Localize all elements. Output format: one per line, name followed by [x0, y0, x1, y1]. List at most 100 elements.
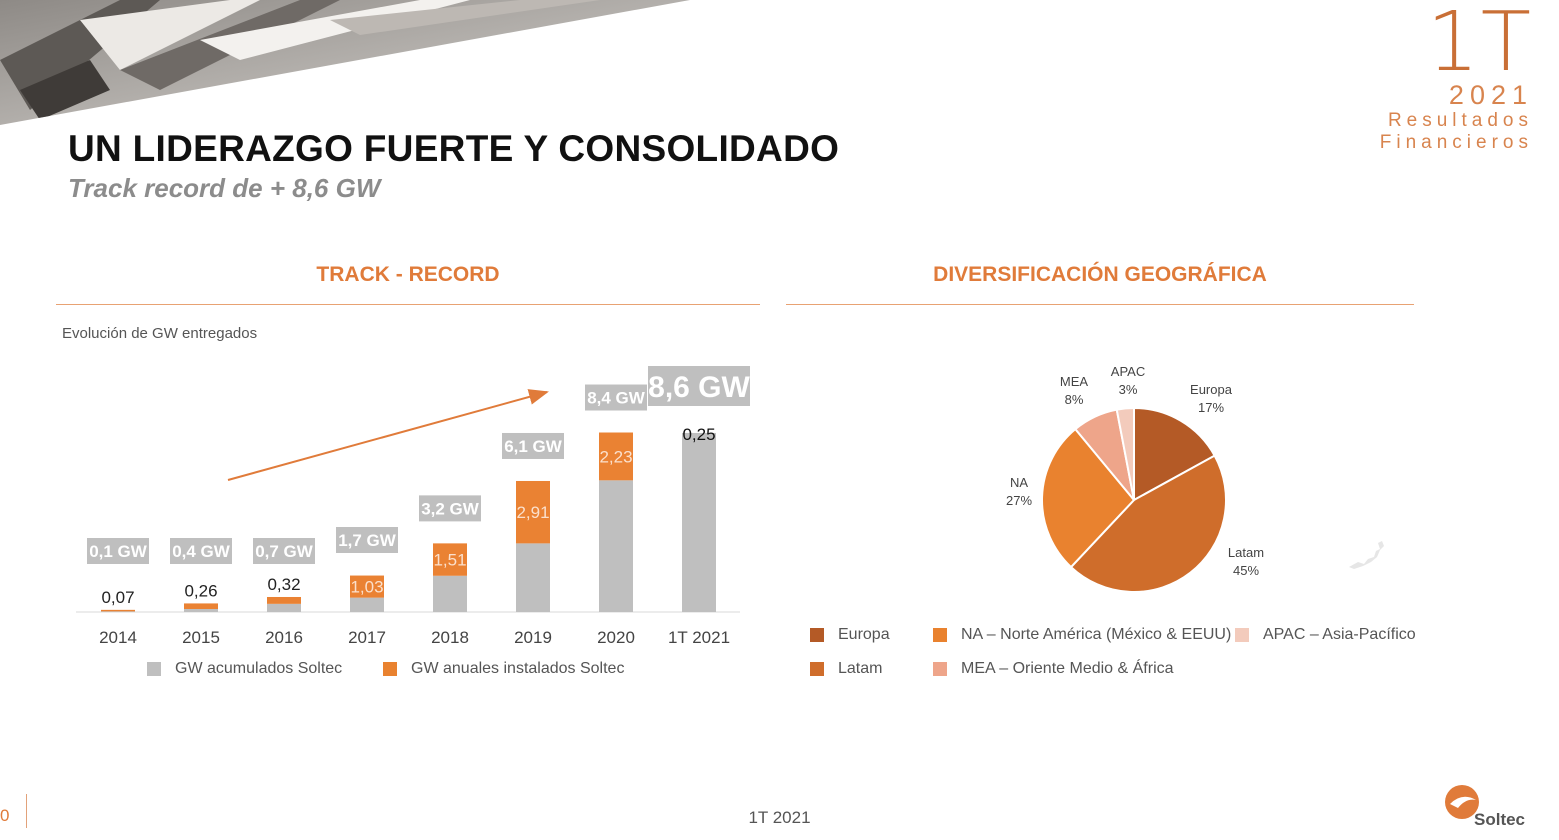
bar-acumulado — [433, 575, 467, 612]
legend-item-europa: Europa — [810, 626, 890, 644]
total-label: 8,6 GW — [648, 371, 750, 404]
bar-anual — [101, 609, 135, 612]
legend-swatch-europa — [810, 627, 824, 642]
page-title: UN LIDERAZGO FUERTE Y CONSOLIDADO — [68, 128, 840, 169]
brand-year: 2021 — [1448, 80, 1533, 110]
total-label: 6,1 GW — [504, 437, 563, 456]
total-label-box — [170, 538, 232, 564]
legend-swatch-mea — [933, 661, 947, 676]
total-label: 1,7 GW — [338, 531, 397, 550]
x-tick-label: 2020 — [597, 628, 635, 647]
pie-label: Europa — [1190, 382, 1233, 397]
total-label-box — [502, 432, 564, 459]
total-label-box — [419, 495, 481, 522]
track-record-chart: 0,07 2014 0,1 GW 0,26 2015 0,4 GW 0,32 2016 0,7 … — [76, 366, 751, 647]
footer-text: 1T 2021 — [748, 808, 811, 827]
bar-value-label: 0,26 — [184, 581, 217, 600]
total-label-box — [336, 527, 398, 553]
legend-item-mea: MEA – Oriente Medio & África — [933, 660, 1174, 678]
pie-label: APAC — [1111, 364, 1145, 379]
pie-label: NA — [1010, 475, 1028, 490]
bar-anual — [433, 543, 467, 576]
legend-swatch-latam — [810, 661, 824, 676]
x-tick-label: 2019 — [514, 628, 552, 647]
legend-swatch-apac — [1235, 627, 1249, 642]
bar-anual — [599, 432, 633, 481]
brand-block: 1T 2021 Resultados Financieros — [1380, 2, 1533, 154]
legend-label-latam: Latam — [838, 660, 883, 677]
bar-acumulado — [350, 597, 384, 612]
logo-text: Soltec — [1474, 810, 1526, 829]
map-fragment-icon — [1349, 541, 1384, 569]
bar-acumulado — [184, 608, 218, 612]
bar-value-label: 0,07 — [101, 588, 134, 607]
legend-swatch-gray — [147, 661, 161, 676]
pie-slice-apac — [1115, 406, 1135, 501]
pie-slice-latam — [1069, 454, 1227, 593]
corner-photo — [0, 0, 690, 125]
pie-label: MEA — [1060, 374, 1089, 389]
bar-acumulado — [267, 603, 301, 612]
legend-swatch-orange — [383, 661, 397, 676]
legend-item-na: NA – Norte América (México & EEUU) — [933, 626, 1231, 644]
total-label: 8,4 GW — [587, 389, 646, 408]
x-tick-label: 2014 — [99, 628, 137, 647]
total-label: 3,2 GW — [421, 499, 480, 518]
total-label-box — [585, 384, 647, 411]
legend-label-mea: MEA – Oriente Medio & África — [961, 660, 1174, 677]
footer-divider — [26, 794, 27, 828]
brand-quarter: 1T — [1426, 0, 1533, 90]
pie-value-label: 8% — [1065, 392, 1084, 407]
bar-value-label: 1,03 — [350, 578, 383, 597]
legend-label-apac: APAC – Asia-Pacífico — [1263, 626, 1416, 643]
pie-slice-na — [1041, 427, 1136, 569]
pie-value-label: 3% — [1119, 382, 1138, 397]
bar-anual — [516, 480, 550, 544]
bar-acumulado — [101, 611, 135, 612]
bar-value-label: 0,32 — [267, 575, 300, 594]
legend-item-latam: Latam — [810, 660, 882, 678]
geo-heading: DIVERSIFICACIÓN GEOGRÁFICA — [933, 263, 1267, 286]
legend-item-acumulados: GW acumulados Soltec — [147, 660, 342, 678]
legend-label-acumulados: GW acumulados Soltec — [175, 660, 343, 677]
total-label: 0,1 GW — [89, 542, 148, 561]
total-label: 0,4 GW — [172, 542, 231, 561]
total-label-box — [253, 538, 315, 564]
growth-arrow — [227, 389, 549, 481]
bar-anual — [350, 575, 384, 598]
brand-line2: Financieros — [1379, 132, 1533, 153]
track-record-heading: TRACK - RECORD — [316, 263, 500, 286]
page-number: 0 — [0, 806, 10, 825]
x-tick-label: 2015 — [182, 628, 220, 647]
total-label-box — [87, 538, 149, 564]
legend-label-na: NA – Norte América (México & EEUU) — [961, 626, 1232, 643]
page-subtitle: Track record de + 8,6 GW — [68, 173, 381, 203]
legend-label-europa: Europa — [838, 626, 890, 643]
bar-anual — [267, 596, 301, 604]
bar-value-label: 2,23 — [599, 447, 632, 466]
pie-label: Latam — [1228, 545, 1264, 560]
bar-acumulado — [599, 480, 633, 612]
x-tick-label: 1T 2021 — [668, 628, 730, 647]
pie-value-label: 27% — [1006, 493, 1032, 508]
brand-line1: Resultados — [1387, 110, 1533, 131]
soltec-logo-icon — [1445, 785, 1479, 819]
chart-caption: Evolución de GW entregados — [62, 325, 258, 342]
track-record-divider — [56, 304, 760, 305]
legend-item-apac: APAC – Asia-Pacífico — [1235, 626, 1416, 644]
geo-divider — [786, 304, 1414, 305]
x-tick-label: 2016 — [265, 628, 303, 647]
x-tick-label: 2018 — [431, 628, 469, 647]
bar-acumulado — [682, 432, 716, 612]
bar-value-label: 1,51 — [433, 551, 466, 570]
geo-pie-chart: Europa 17% Latam 45% NA 27% MEA 8% APAC 3% — [1006, 364, 1264, 593]
legend-swatch-na — [933, 627, 947, 642]
total-label: 0,7 GW — [255, 542, 314, 561]
pie-value-label: 45% — [1233, 563, 1259, 578]
legend-item-anuales: GW anuales instalados Soltec — [383, 660, 624, 678]
bar-value-label: 2,91 — [516, 503, 549, 522]
bar-acumulado — [516, 543, 550, 612]
total-label-box — [648, 366, 750, 406]
bar-value-label: 0,25 — [682, 425, 715, 444]
x-tick-label: 2017 — [348, 628, 386, 647]
